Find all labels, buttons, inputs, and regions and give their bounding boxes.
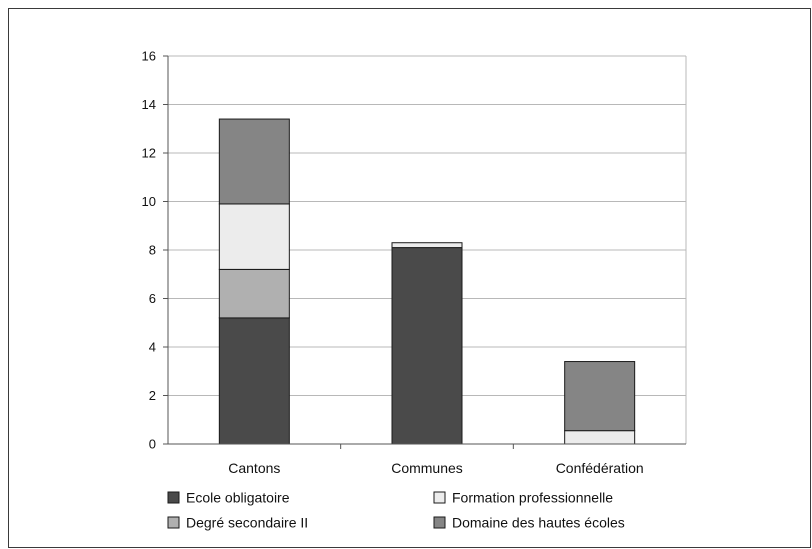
y-tick-label: 8	[149, 243, 156, 258]
y-tick-label: 4	[149, 340, 156, 355]
x-category-label: Cantons	[228, 460, 280, 476]
y-tick-label: 14	[142, 97, 156, 112]
y-tick-label: 10	[142, 194, 156, 209]
bar-segment	[218, 317, 290, 445]
legend-label: Formation professionnelle	[452, 490, 613, 506]
legend-label: Domaine des hautes écoles	[452, 515, 625, 531]
y-tick-label: 2	[149, 388, 156, 403]
bar-segment	[391, 247, 463, 445]
bar-segment	[564, 430, 636, 445]
bars	[218, 118, 636, 445]
axes	[163, 55, 686, 449]
bar-segment	[564, 361, 636, 432]
legend-label: Ecole obligatoire	[186, 490, 290, 506]
y-tick-label: 6	[149, 291, 156, 306]
legend-swatch	[167, 516, 180, 529]
legend-swatch	[433, 516, 446, 529]
legend-swatch	[433, 491, 446, 504]
legend: Ecole obligatoire Formation professionnel…	[167, 490, 625, 531]
x-category-labels: Cantons Communes Confédération	[228, 460, 643, 476]
y-tick-label: 16	[142, 49, 156, 64]
bar-segment	[218, 268, 290, 319]
y-tick-label: 12	[142, 146, 156, 161]
bar-segment	[218, 203, 290, 270]
x-category-label: Communes	[391, 460, 463, 476]
y-tick-label: 0	[149, 437, 156, 452]
bar-segment	[218, 118, 290, 205]
y-tick-labels: 0 2 4 6 8 10 12 14 16	[142, 49, 156, 452]
bar-segment	[391, 242, 463, 249]
legend-swatch	[167, 491, 180, 504]
x-category-label: Confédération	[556, 460, 644, 476]
legend-label: Degré secondaire II	[186, 515, 308, 531]
